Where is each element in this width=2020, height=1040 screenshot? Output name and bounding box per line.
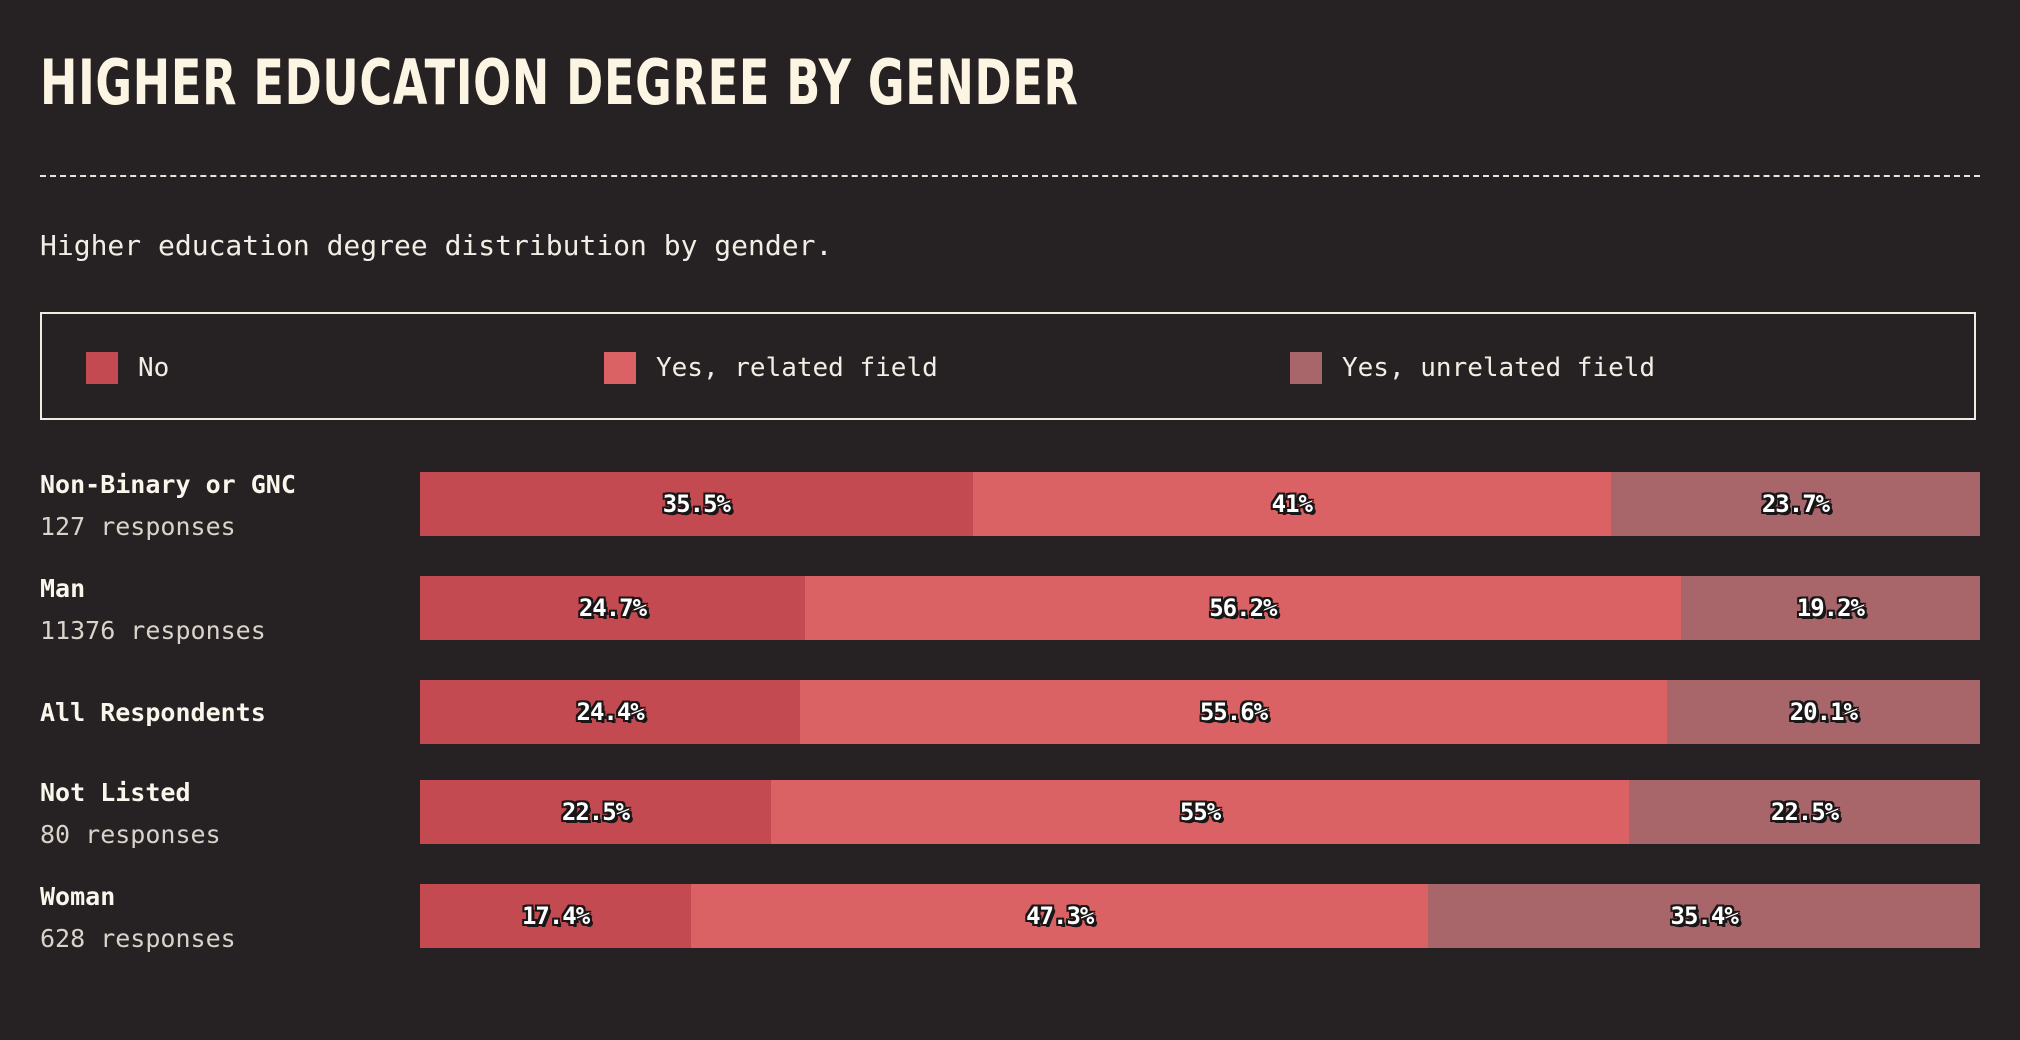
bar-segment-yes-related: 55% — [771, 780, 1629, 844]
row-name: Non-Binary or GNC — [40, 470, 296, 499]
row-label-all-respondents: All Respondents — [40, 695, 266, 731]
data-label: 47.3% — [1026, 902, 1094, 930]
bar-segment-no: 22.5% — [420, 780, 771, 844]
bar-segment-yes-related: 47.3% — [691, 884, 1429, 948]
bar-segment-yes-related: 56.2% — [804, 576, 1681, 640]
legend-swatch-yes-unrelated — [1290, 352, 1322, 384]
data-label: 19.2% — [1796, 594, 1865, 622]
data-label: 20.1% — [1789, 698, 1858, 726]
bar-segment-yes-unrelated: 23.7% — [1611, 472, 1980, 536]
data-label: 41% — [1271, 490, 1313, 518]
legend-label-no: No — [138, 353, 170, 383]
row-name: Not Listed — [40, 778, 191, 807]
data-label: 35.5% — [662, 490, 731, 518]
data-label: 55% — [1179, 798, 1221, 826]
row-response-count: 628 responses — [40, 924, 236, 953]
data-label: 56.2% — [1209, 594, 1277, 622]
bar-row: 22.5% 55% 22.5% — [420, 780, 1980, 844]
row-response-count: 11376 responses — [40, 616, 266, 645]
legend-label-yes-unrelated: Yes, unrelated field — [1342, 353, 1656, 383]
bar-segment-yes-unrelated: 35.4% — [1428, 884, 1980, 948]
legend: No Yes, related field Yes, unrelated fie… — [40, 312, 1976, 420]
row-name: All Respondents — [40, 698, 266, 727]
row-response-count: 127 responses — [40, 512, 236, 541]
data-label: 55.6% — [1199, 698, 1268, 726]
legend-item-yes-unrelated: Yes, unrelated field — [1290, 352, 1655, 384]
bar-segment-yes-related: 41% — [972, 472, 1611, 536]
bar-row: 35.5% 41% 23.7% — [420, 472, 1980, 536]
row-name: Man — [40, 574, 86, 603]
row-label-woman: Woman 628 responses — [40, 879, 236, 957]
bar-segment-no: 24.4% — [420, 680, 801, 744]
title-divider — [40, 175, 1980, 177]
row-name: Woman — [40, 882, 116, 911]
chart-title: HIGHER EDUCATION DEGREE BY GENDER — [40, 46, 1079, 119]
bar-segment-yes-unrelated: 19.2% — [1680, 576, 1980, 640]
bar-row: 17.4% 47.3% 35.4% — [420, 884, 1980, 948]
bar-segment-no: 35.5% — [420, 472, 973, 536]
legend-item-yes-related: Yes, related field — [604, 352, 938, 384]
bar-segment-yes-unrelated: 20.1% — [1666, 680, 1980, 744]
row-label-man: Man 11376 responses — [40, 571, 266, 649]
data-label: 22.5% — [1770, 798, 1839, 826]
bar-segment-no: 24.7% — [420, 576, 805, 640]
bar-row: 24.7% 56.2% 19.2% — [420, 576, 1980, 640]
data-label: 35.4% — [1670, 902, 1739, 930]
chart-subtitle: Higher education degree distribution by … — [40, 229, 833, 262]
legend-swatch-yes-related — [604, 352, 636, 384]
data-label: 22.5% — [561, 798, 630, 826]
data-label: 23.7% — [1761, 490, 1830, 518]
data-label: 24.7% — [578, 594, 647, 622]
bar-row: 24.4% 55.6% 20.1% — [420, 680, 1980, 744]
row-label-not-listed: Not Listed 80 responses — [40, 775, 221, 853]
bar-segment-no: 17.4% — [420, 884, 692, 948]
legend-label-yes-related: Yes, related field — [656, 353, 938, 383]
data-label: 17.4% — [521, 902, 590, 930]
bar-segment-yes-unrelated: 22.5% — [1629, 780, 1980, 844]
row-label-non-binary: Non-Binary or GNC 127 responses — [40, 467, 296, 545]
legend-swatch-no — [86, 352, 118, 384]
row-response-count: 80 responses — [40, 820, 221, 849]
data-label: 24.4% — [576, 698, 645, 726]
legend-item-no: No — [86, 352, 169, 384]
bar-segment-yes-related: 55.6% — [800, 680, 1667, 744]
